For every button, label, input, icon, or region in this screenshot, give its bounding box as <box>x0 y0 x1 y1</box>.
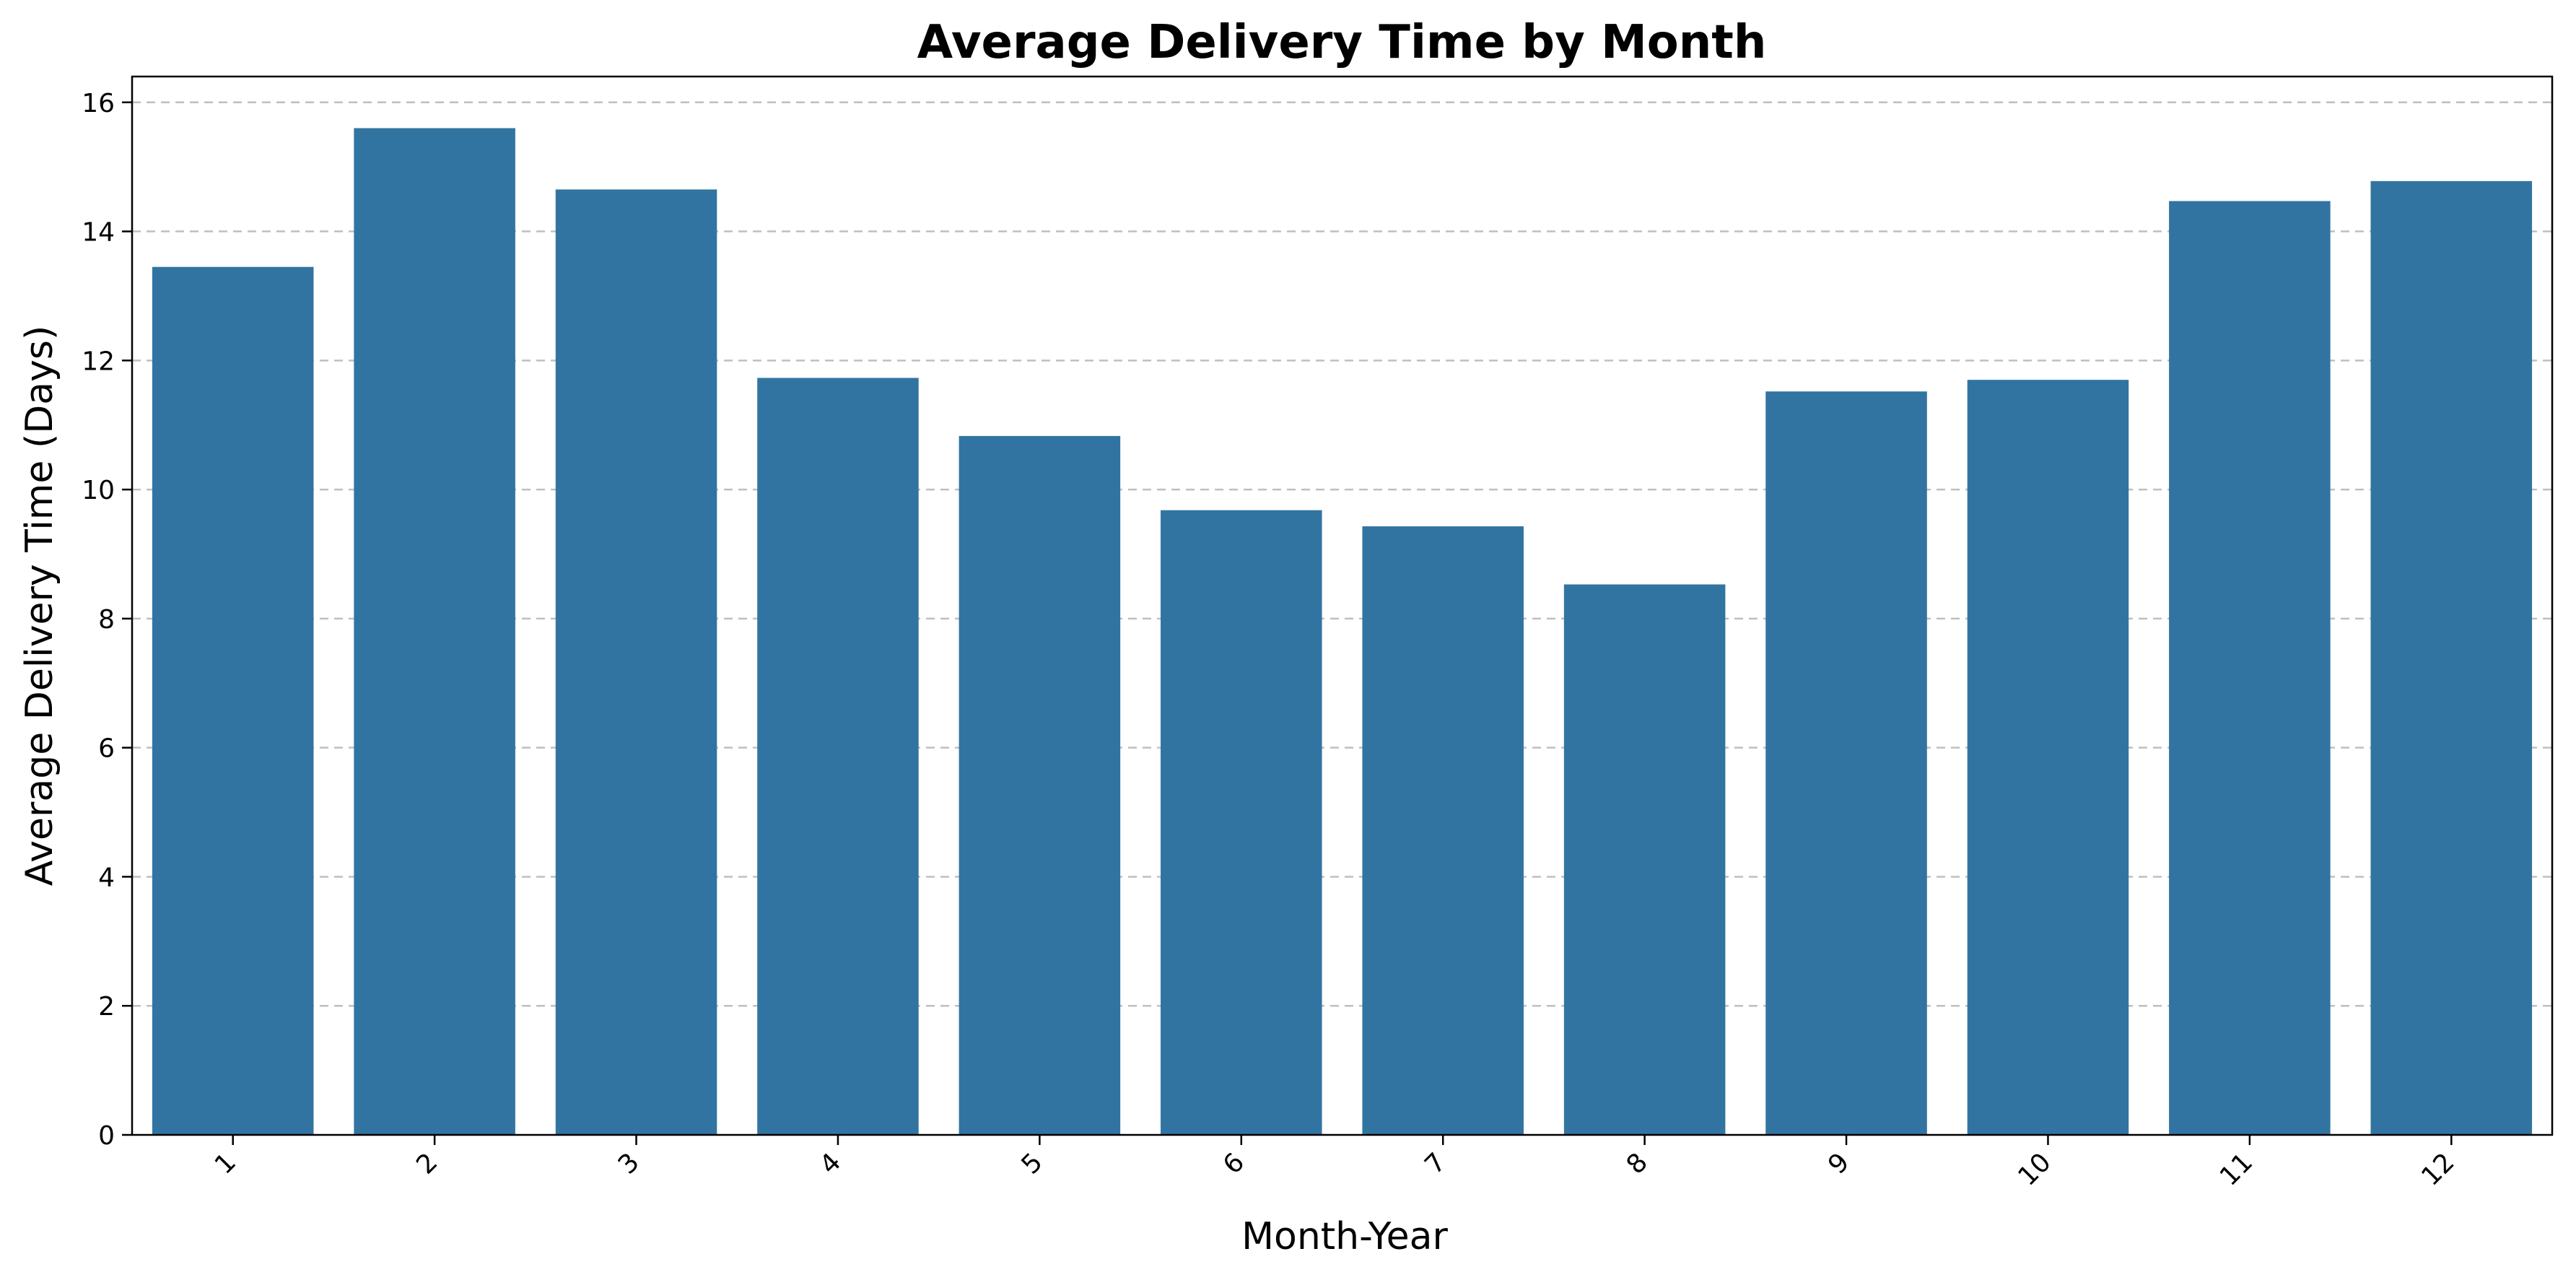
y-tick-label: 10 <box>82 476 115 505</box>
y-tick-label: 0 <box>98 1121 115 1151</box>
x-tick-label: 7 <box>1419 1147 1451 1180</box>
x-tick-label: 11 <box>2214 1147 2258 1191</box>
bar-month-8 <box>1563 584 1726 1135</box>
x-axis-ticks: 1 2 3 4 5 6 7 8 9 10 11 12 <box>209 1135 2461 1192</box>
bar-month-6 <box>1161 510 1322 1135</box>
x-tick-label: 5 <box>1016 1147 1049 1180</box>
bar-month-10 <box>1967 380 2129 1135</box>
x-tick-label: 10 <box>2012 1147 2056 1191</box>
x-tick-label: 1 <box>209 1147 242 1180</box>
bar-month-3 <box>555 189 717 1136</box>
x-tick-label: 2 <box>411 1147 443 1180</box>
y-tick-label: 6 <box>98 734 115 764</box>
bar-month-4 <box>757 378 919 1136</box>
x-axis-label: Month-Year <box>1241 1215 1448 1258</box>
x-tick-label: 6 <box>1218 1147 1250 1180</box>
x-tick-label: 3 <box>613 1147 645 1180</box>
x-tick-label: 9 <box>1822 1147 1855 1180</box>
bar-month-11 <box>2169 201 2331 1135</box>
y-tick-label: 16 <box>82 89 115 118</box>
bar-month-1 <box>152 266 314 1136</box>
y-tick-label: 4 <box>98 863 115 892</box>
bar-month-12 <box>2370 180 2533 1135</box>
y-axis-label: Average Delivery Time (Days) <box>18 326 61 887</box>
x-tick-label: 4 <box>814 1147 847 1180</box>
bar-month-5 <box>959 435 1121 1135</box>
y-tick-label: 14 <box>82 218 115 248</box>
plot-frame <box>131 75 2554 1136</box>
bars <box>152 128 2533 1136</box>
x-tick-label: 8 <box>1621 1147 1654 1180</box>
chart-title: Average Delivery Time by Month <box>917 16 1767 69</box>
y-tick-label: 2 <box>98 992 115 1022</box>
y-tick-label: 8 <box>98 605 115 635</box>
y-axis-ticks: 0 2 4 6 8 10 12 14 16 <box>82 89 132 1151</box>
bar-month-7 <box>1362 526 1524 1135</box>
y-tick-label: 12 <box>82 347 115 376</box>
bar-month-2 <box>354 128 515 1135</box>
bar-month-9 <box>1765 391 1927 1135</box>
x-tick-label: 12 <box>2416 1147 2460 1191</box>
